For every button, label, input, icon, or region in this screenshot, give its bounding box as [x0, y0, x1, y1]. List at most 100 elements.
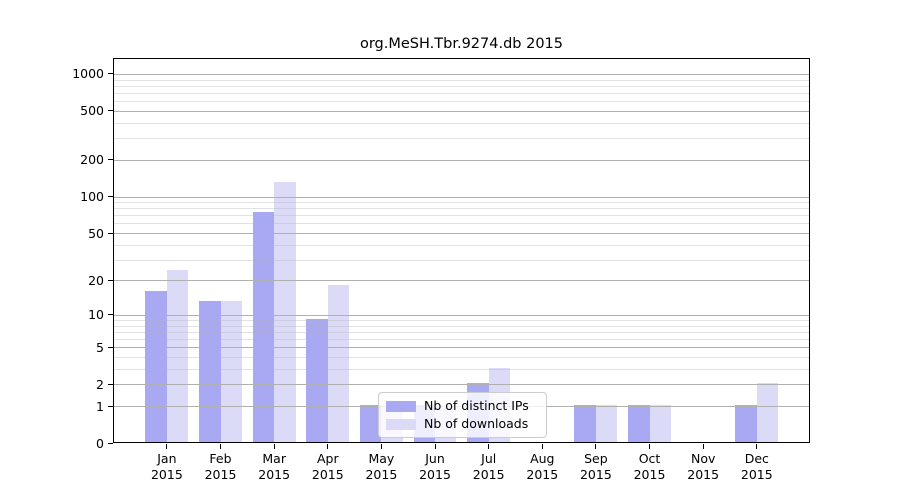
- bar-nb-of-downloads-feb-2015: [220, 301, 242, 442]
- bar-nb-of-distinct-ips-apr-2015: [306, 319, 328, 442]
- x-tick-label-line: Nov: [690, 451, 716, 466]
- gridline-major: [114, 196, 809, 198]
- x-tick-label-line: 2015: [579, 467, 612, 482]
- bar-nb-of-distinct-ips-feb-2015: [199, 301, 221, 442]
- x-tick: [220, 444, 221, 449]
- legend-swatch-downloads: [386, 418, 416, 430]
- bar-nb-of-distinct-ips-oct-2015: [628, 405, 650, 442]
- x-tick-label-line: Jun: [425, 451, 445, 466]
- y-tick: [108, 442, 113, 444]
- x-tick-label-aug-2015: Aug 2015: [514, 451, 570, 483]
- x-tick-label-apr-2015: Apr 2015: [300, 451, 356, 483]
- x-tick: [488, 444, 490, 449]
- x-tick-label-jun-2015: Jun 2015: [407, 451, 463, 483]
- y-tick-label: 500: [80, 103, 104, 119]
- x-tick: [327, 444, 329, 449]
- x-tick-label-line: 2015: [740, 467, 773, 482]
- y-tick-label: 0: [96, 435, 104, 451]
- gridline-minor: [114, 122, 809, 124]
- x-tick-label-line: Oct: [638, 451, 661, 466]
- x-tick-label-line: 2015: [258, 467, 291, 482]
- gridline-minor: [114, 138, 809, 140]
- x-tick-label-line: Feb: [209, 451, 232, 466]
- x-tick-label-jul-2015: Jul 2015: [461, 451, 517, 483]
- y-tick-label: 2: [96, 376, 104, 392]
- y-tick: [108, 232, 113, 234]
- chart-title: org.MeSH.Tbr.9274.db 2015: [359, 36, 563, 52]
- y-tick-label: 20: [88, 272, 104, 288]
- y-tick: [108, 279, 113, 281]
- bar-nb-of-distinct-ips-dec-2015: [735, 405, 757, 442]
- gridline-major: [114, 110, 809, 112]
- x-tick: [434, 444, 436, 449]
- x-tick-label-sep-2015: Sep 2015: [568, 451, 624, 483]
- gridline-minor: [114, 259, 809, 261]
- x-tick-label-oct-2015: Oct 2015: [622, 451, 678, 483]
- x-tick-label-dec-2015: Dec 2015: [729, 451, 785, 483]
- gridline-minor: [114, 208, 809, 210]
- bar-nb-of-downloads-dec-2015: [756, 383, 779, 442]
- x-tick: [649, 444, 650, 449]
- x-tick-label-line: Jul: [481, 451, 497, 466]
- gridline-minor: [114, 202, 809, 203]
- bar-nb-of-downloads-mar-2015: [274, 181, 296, 442]
- y-tick-label: 1: [96, 398, 104, 414]
- bar-nb-of-downloads-jan-2015: [166, 270, 189, 442]
- gridline-major: [114, 233, 809, 234]
- gridline-minor: [114, 331, 809, 333]
- gridline-minor: [114, 85, 809, 87]
- legend-item-distinct-ips: Nb of distinct IPs: [386, 398, 539, 414]
- legend-label-distinct-ips: Nb of distinct IPs: [424, 398, 529, 413]
- y-tick-label: 50: [88, 225, 104, 241]
- x-tick-label-line: Apr: [316, 451, 339, 466]
- gridline-minor: [114, 357, 809, 358]
- x-tick: [380, 444, 382, 449]
- x-tick-label-line: 2015: [633, 467, 666, 482]
- gridline-minor: [114, 339, 809, 341]
- y-tick: [108, 196, 113, 197]
- gridline-minor: [114, 79, 809, 81]
- bar-nb-of-downloads-sep-2015: [595, 405, 618, 442]
- x-tick-label-jan-2015: Jan 2015: [139, 451, 195, 483]
- legend: Nb of distinct IPs Nb of downloads: [378, 392, 547, 438]
- x-tick-label-line: 2015: [150, 467, 183, 482]
- x-tick-label-line: 2015: [419, 467, 451, 482]
- x-tick-label-line: 2015: [526, 467, 559, 482]
- x-tick-label-line: 2015: [472, 467, 505, 482]
- gridline-minor: [114, 325, 809, 327]
- x-tick: [166, 444, 168, 449]
- x-tick: [702, 444, 704, 449]
- legend-item-downloads: Nb of downloads: [386, 416, 539, 432]
- bar-nb-of-distinct-ips-mar-2015: [252, 212, 275, 442]
- x-tick-label-line: 2015: [365, 467, 398, 482]
- gridline-minor: [114, 244, 809, 246]
- x-tick-label-line: May: [368, 451, 395, 466]
- y-tick: [108, 159, 113, 161]
- gridline-major: [114, 73, 809, 75]
- gridline-minor: [114, 320, 809, 321]
- gridline-major: [114, 280, 809, 282]
- x-tick-label-line: Mar: [262, 451, 286, 466]
- gridline-major: [114, 347, 809, 349]
- y-tick: [108, 405, 113, 407]
- x-tick-label-mar-2015: Mar 2015: [246, 451, 302, 483]
- y-tick: [108, 110, 113, 112]
- gridline-major: [114, 384, 809, 386]
- x-tick-label-line: Sep: [584, 451, 608, 466]
- y-tick: [108, 383, 113, 385]
- gridline-major: [114, 159, 809, 161]
- x-tick-label-line: Aug: [530, 451, 555, 466]
- legend-label-downloads: Nb of downloads: [424, 416, 529, 431]
- y-tick-label: 5: [96, 339, 104, 355]
- y-tick-label: 100: [80, 189, 104, 204]
- x-tick-label-line: 2015: [311, 467, 344, 482]
- y-tick: [108, 73, 113, 75]
- gridline-minor: [114, 101, 809, 103]
- x-tick-label-may-2015: May 2015: [353, 451, 409, 483]
- bar-nb-of-distinct-ips-sep-2015: [574, 405, 596, 442]
- bar-nb-of-downloads-oct-2015: [649, 405, 671, 442]
- y-tick-label: 10: [88, 307, 104, 323]
- x-tick: [595, 444, 597, 449]
- bar-nb-of-distinct-ips-may-2015: [359, 405, 382, 442]
